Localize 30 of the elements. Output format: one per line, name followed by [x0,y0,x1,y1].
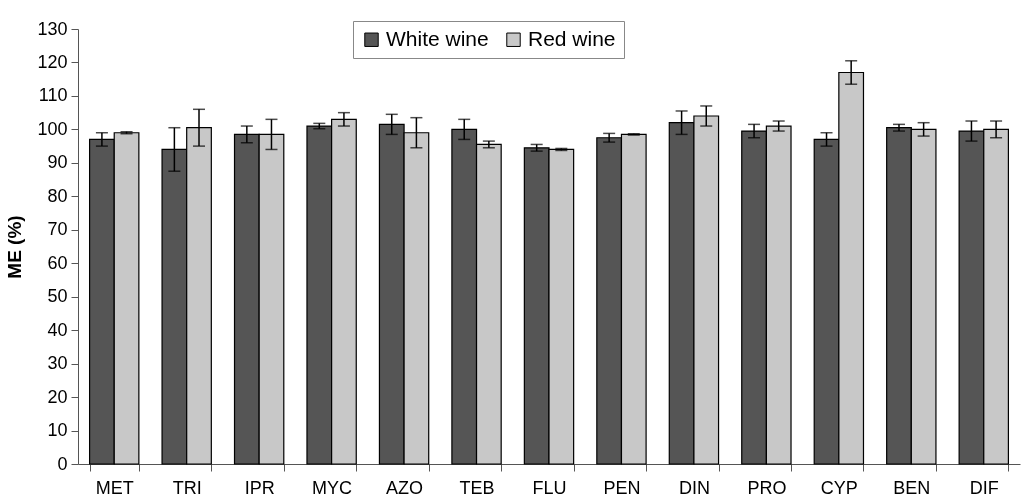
x-tick-label: CYP [820,477,858,498]
x-tick-label: IPR [244,477,275,498]
y-axis-title: ME (%) [4,215,26,279]
x-tick-label: PEN [603,477,641,498]
x-tick-label: TEB [459,477,495,498]
x-tick-label: DIF [969,477,999,498]
y-tick-label: 80 [47,185,68,206]
y-tick-label: 60 [47,252,68,273]
y-tick-label: 10 [47,420,68,441]
x-tick-label: DIN [678,477,710,498]
x-tick-label: TRI [172,477,202,498]
y-tick-label: 100 [37,118,68,139]
x-tick-label: BEN [893,477,931,498]
y-tick-label: 30 [47,353,68,374]
y-tick-label: 130 [37,18,68,39]
x-tick-label: MYC [312,477,353,498]
y-tick-label: 50 [47,286,68,307]
y-tick-label: 110 [38,85,68,106]
y-tick-label: 70 [47,219,68,240]
legend-label: Red wine [528,26,616,50]
y-tick-label: 0 [57,453,68,474]
y-tick-label: 20 [47,386,68,407]
legend-label: White wine [386,26,489,50]
x-tick-label: AZO [386,477,424,498]
y-tick-label: 120 [37,51,68,72]
y-tick-label: 40 [47,319,68,340]
x-tick-label: MET [95,477,134,498]
x-tick-label: FLU [532,477,567,498]
x-tick-label: PRO [747,477,787,498]
y-tick-label: 90 [47,152,68,173]
